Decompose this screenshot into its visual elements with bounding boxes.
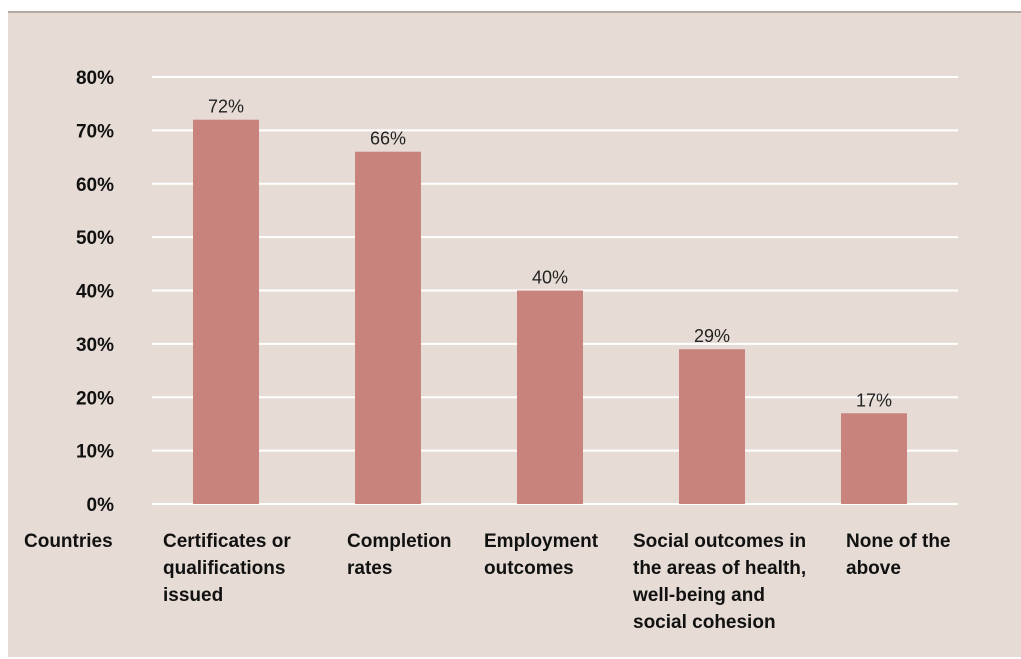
category-label: Certificates or qualifications issued — [163, 531, 291, 606]
bar — [679, 349, 745, 504]
y-axis-ticks: 0% 10% 20% 30% 40% 50% 60% 70% 80% — [76, 68, 114, 516]
category-label: None of the above — [846, 531, 951, 579]
bar — [355, 151, 421, 504]
chart-panel: 0% 10% 20% 30% 40% 50% 60% 70% 80% 72% 66% 40% 29% 1… — [8, 11, 1021, 657]
y-tick-label: 50% — [76, 228, 114, 249]
y-tick-label: 70% — [76, 121, 114, 142]
y-tick-label: 60% — [76, 175, 114, 196]
data-label: 40% — [532, 268, 568, 288]
category-label: Employment outcomes — [484, 531, 599, 579]
bar-chart: 0% 10% 20% 30% 40% 50% 60% 70% 80% 72% 66% 40% 29% 1… — [24, 68, 958, 633]
y-tick-label: 20% — [76, 388, 114, 409]
data-label: 66% — [370, 129, 406, 149]
category-label: Social outcomes in the areas of health, we… — [632, 531, 806, 633]
data-labels: 72% 66% 40% 29% 17% — [208, 97, 892, 411]
data-label: 29% — [694, 326, 730, 346]
y-tick-label: 30% — [76, 335, 114, 356]
y-tick-label: 10% — [76, 442, 114, 463]
bar — [193, 119, 259, 504]
category-labels: Certificates or qualifications issued Compl… — [163, 531, 951, 633]
y-tick-label: 0% — [87, 495, 115, 516]
bar — [841, 413, 907, 504]
data-label: 17% — [856, 390, 892, 410]
bars — [193, 119, 907, 504]
data-label: 72% — [208, 97, 244, 117]
y-tick-label: 40% — [76, 282, 114, 303]
category-label: Completion rates — [347, 531, 452, 579]
x-axis-label: Countries — [24, 531, 113, 552]
y-tick-label: 80% — [76, 68, 114, 89]
bar — [517, 290, 583, 504]
